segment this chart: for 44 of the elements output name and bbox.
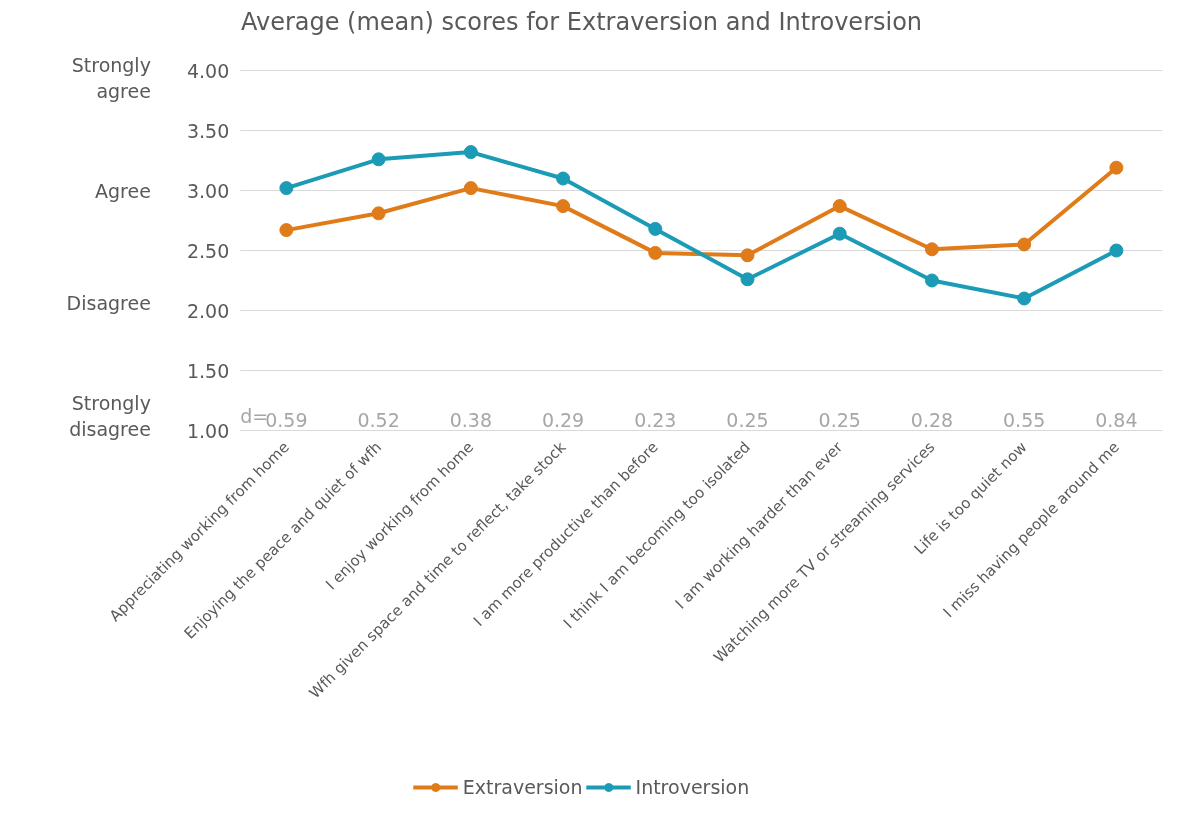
point xyxy=(740,272,755,287)
y-tick-label: 3.50 xyxy=(186,119,230,142)
point xyxy=(1109,160,1124,175)
y-tick-label: 4.00 xyxy=(186,59,230,82)
text: Disagree xyxy=(66,292,151,315)
y-tick-label: 2.00 xyxy=(186,299,230,322)
annotation: 0.55 xyxy=(1003,408,1046,431)
legend-label: Introversion xyxy=(635,776,750,798)
annotation: 0.29 xyxy=(541,408,585,431)
point xyxy=(556,171,571,186)
annotation: 0.38 xyxy=(449,408,492,431)
point xyxy=(832,199,847,214)
y-tick-label: 2.50 xyxy=(186,239,230,262)
point xyxy=(463,145,478,160)
point xyxy=(832,226,847,241)
annotation: 0.59 xyxy=(265,408,308,431)
point xyxy=(371,206,386,221)
y-tick-label: 1.50 xyxy=(186,359,230,382)
y-tick-label: 3.00 xyxy=(186,179,230,202)
point xyxy=(648,245,663,260)
point xyxy=(556,199,571,214)
text: Strongly disagree xyxy=(69,391,151,441)
annotation: 0.25 xyxy=(818,408,861,431)
y-tick-label: 1.00 xyxy=(186,419,230,442)
point xyxy=(924,242,939,257)
point xyxy=(648,221,663,236)
text: Agree xyxy=(95,179,151,202)
annotation: 0.28 xyxy=(910,408,954,431)
point xyxy=(279,223,294,238)
point xyxy=(463,181,478,196)
point xyxy=(1017,291,1032,306)
chart-title: Average (mean) scores for Extraversion and Introversion xyxy=(240,7,923,36)
point xyxy=(1109,243,1124,258)
legend-label: Extraversion xyxy=(462,776,583,798)
annotation: 0.23 xyxy=(634,408,677,431)
point xyxy=(279,181,294,196)
point xyxy=(740,248,755,263)
point xyxy=(371,152,386,167)
text: Strongly agree xyxy=(71,53,151,102)
annotation: 0.52 xyxy=(357,408,400,431)
point xyxy=(1017,237,1032,252)
annotation: 0.25 xyxy=(726,408,769,431)
annotation: 0.84 xyxy=(1095,408,1138,431)
point xyxy=(924,273,939,288)
